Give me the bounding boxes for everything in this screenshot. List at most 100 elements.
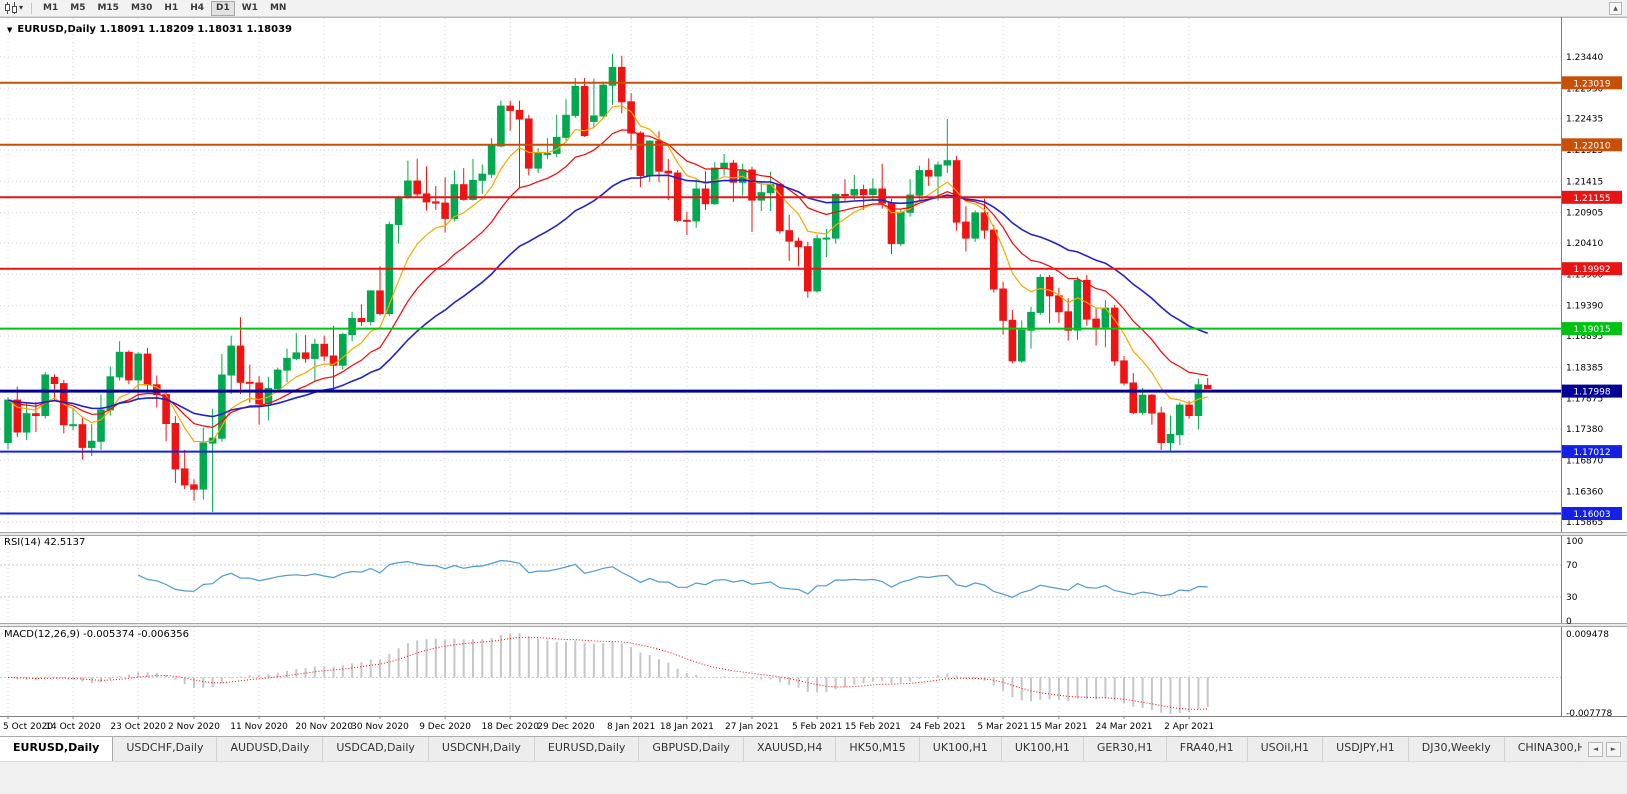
chart-tab[interactable]: CHINA300,H1 bbox=[1504, 737, 1582, 761]
chart-tab[interactable]: USDCHF,Daily bbox=[113, 737, 218, 761]
tabs-scroll-right-button[interactable]: ► bbox=[1606, 741, 1621, 757]
timeframe-button-w1[interactable]: W1 bbox=[237, 1, 263, 16]
chart-window: 1.234401.229301.224351.219251.214151.209… bbox=[0, 17, 1627, 736]
price-label-badge bbox=[1562, 138, 1622, 152]
chart-tab[interactable]: USOil,H1 bbox=[1247, 737, 1324, 761]
chart-tab[interactable]: GER30,H1 bbox=[1083, 737, 1167, 761]
horizontal-lines-layer[interactable] bbox=[0, 81, 1561, 515]
chart-tab[interactable]: HK50,M15 bbox=[836, 737, 920, 761]
price-label-text: 1.19015 bbox=[1573, 325, 1610, 335]
price-tick-label: 1.18895 bbox=[1566, 332, 1603, 342]
rsi-indicator-label: RSI(14) 42.5137 bbox=[4, 537, 86, 548]
panel-chrome bbox=[0, 17, 1627, 717]
date-tick-label: 20 Nov 2020 bbox=[295, 722, 353, 732]
scroll-up-button[interactable]: ▲ bbox=[1609, 2, 1622, 15]
timeframe-button-m30[interactable]: M30 bbox=[126, 1, 157, 16]
chart-tab[interactable]: XAUUSD,H4 bbox=[743, 737, 837, 761]
date-tick-label: 30 Nov 2020 bbox=[351, 722, 409, 732]
chart-tab[interactable]: USDJPY,H1 bbox=[1323, 737, 1409, 761]
quick-trade-arrow-icon[interactable]: ▼ bbox=[7, 25, 13, 34]
date-tick-label: 15 Feb 2021 bbox=[845, 722, 901, 732]
price-label-text: 1.17998 bbox=[1573, 388, 1610, 398]
chart-tab[interactable]: DJ30,Weekly bbox=[1408, 737, 1505, 761]
chart-tab[interactable]: AUDUSD,Daily bbox=[217, 737, 324, 761]
price-tick-label: 1.22435 bbox=[1566, 115, 1603, 125]
timeframe-button-h1[interactable]: H1 bbox=[159, 1, 183, 16]
chart-tab[interactable]: EURUSD,Daily bbox=[0, 737, 114, 761]
timeframe-toolbar: ▾ M1 M5 M15 M30 H1 H4 D1 W1 MN ▲ bbox=[0, 0, 1627, 17]
price-tick-label: 1.17380 bbox=[1566, 425, 1603, 435]
timeframe-buttons: M1 M5 M15 M30 H1 H4 D1 W1 MN bbox=[37, 0, 292, 16]
price-label-badge bbox=[1562, 384, 1622, 398]
timeframe-button-m5[interactable]: M5 bbox=[65, 1, 90, 16]
price-tick-label: 1.17875 bbox=[1566, 395, 1603, 405]
chart-tab[interactable]: UK100,H1 bbox=[919, 737, 1002, 761]
chart-tab[interactable]: UK100,H1 bbox=[1001, 737, 1084, 761]
chart-tab[interactable]: FRA40,H1 bbox=[1166, 737, 1248, 761]
chart-title-text: EURUSD,Daily 1.18091 1.18209 1.18031 1.1… bbox=[17, 24, 292, 35]
chevron-down-icon[interactable]: ▾ bbox=[19, 3, 24, 12]
macd-panel: 0.009478 -0.007778 bbox=[0, 630, 1612, 719]
date-tick-label: 2 Nov 2020 bbox=[168, 722, 220, 732]
chart-tab[interactable]: GBPUSD,Daily bbox=[639, 737, 744, 761]
chart-ohlc-title: ▼ EURUSD,Daily 1.18091 1.18209 1.18031 1… bbox=[7, 24, 292, 35]
price-label-badge bbox=[1562, 445, 1622, 459]
price-tick-label: 1.15865 bbox=[1566, 518, 1603, 528]
timeframe-button-m15[interactable]: M15 bbox=[92, 1, 123, 16]
date-tick-label: 9 Dec 2020 bbox=[419, 722, 471, 732]
date-tick-label: 14 Oct 2020 bbox=[45, 722, 101, 732]
rsi-level-label: 100 bbox=[1566, 537, 1583, 547]
date-tick-label: 29 Dec 2020 bbox=[537, 722, 595, 732]
moving-average-lines bbox=[7, 105, 1208, 443]
price-tick-label: 1.16870 bbox=[1566, 456, 1603, 466]
rsi-level-label: 70 bbox=[1566, 561, 1578, 571]
toolbar-separator bbox=[31, 2, 33, 14]
price-label-badge bbox=[1562, 262, 1622, 276]
price-label-text: 1.23019 bbox=[1573, 79, 1610, 89]
macd-upper-label: 0.009478 bbox=[1566, 630, 1609, 640]
rsi-line bbox=[137, 559, 1208, 598]
date-tick-label: 27 Jan 2021 bbox=[725, 722, 779, 732]
price-label-badge bbox=[1562, 507, 1622, 520]
price-label-badge bbox=[1562, 190, 1622, 204]
price-label-badge bbox=[1562, 76, 1622, 90]
price-chart[interactable]: 1.234401.229301.224351.219251.214151.209… bbox=[0, 17, 1627, 736]
rsi-level-label: 30 bbox=[1566, 593, 1578, 603]
tabs-scroll-left-button[interactable]: ◄ bbox=[1588, 741, 1603, 757]
price-axis[interactable]: 1.234401.229301.224351.219251.214151.209… bbox=[1562, 53, 1622, 528]
date-tick-label: 23 Oct 2020 bbox=[110, 722, 166, 732]
grid-layer bbox=[0, 18, 1561, 716]
status-bar bbox=[0, 761, 1627, 794]
macd-indicator-label: MACD(12,26,9) -0.005374 -0.006356 bbox=[4, 629, 189, 640]
price-label-text: 1.19992 bbox=[1573, 265, 1610, 275]
price-tick-label: 1.18385 bbox=[1566, 363, 1603, 373]
date-tick-label: 18 Jan 2021 bbox=[660, 722, 714, 732]
date-tick-label: 2 Apr 2021 bbox=[1164, 722, 1214, 732]
chart-tab[interactable]: USDCAD,Daily bbox=[323, 737, 429, 761]
date-tick-label: 8 Jan 2021 bbox=[607, 722, 655, 732]
rsi-level-label: 0 bbox=[1566, 617, 1572, 627]
tab-scroll-controls: ◄ ► bbox=[1582, 737, 1627, 761]
ma-line-16 bbox=[7, 129, 1208, 429]
date-tick-label: 24 Feb 2021 bbox=[910, 722, 966, 732]
timeframe-button-h4[interactable]: H4 bbox=[185, 1, 209, 16]
chart-type-icon[interactable] bbox=[4, 2, 18, 14]
chart-tabs: EURUSD,Daily USDCHF,Daily AUDUSD,Daily USDC… bbox=[0, 737, 1582, 761]
timeframe-button-d1[interactable]: D1 bbox=[211, 0, 235, 16]
timeframe-button-m1[interactable]: M1 bbox=[38, 1, 63, 16]
price-tick-label: 1.20905 bbox=[1566, 209, 1603, 219]
chart-tab[interactable]: EURUSD,Daily bbox=[534, 737, 640, 761]
chart-tab-bar: EURUSD,Daily USDCHF,Daily AUDUSD,Daily USDC… bbox=[0, 736, 1627, 761]
price-tick-label: 1.19390 bbox=[1566, 302, 1603, 312]
macd-signal-line bbox=[7, 636, 1208, 710]
date-tick-label: 5 Feb 2021 bbox=[792, 722, 842, 732]
price-label-text: 1.17012 bbox=[1573, 448, 1610, 458]
price-tick-label: 1.16360 bbox=[1566, 488, 1603, 498]
chart-tab[interactable]: USDCNH,Daily bbox=[428, 737, 535, 761]
timeframe-button-mn[interactable]: MN bbox=[265, 1, 292, 16]
ma-line-8 bbox=[7, 105, 1208, 443]
date-tick-label: 11 Nov 2020 bbox=[230, 722, 288, 732]
date-tick-label: 24 Mar 2021 bbox=[1095, 722, 1152, 732]
